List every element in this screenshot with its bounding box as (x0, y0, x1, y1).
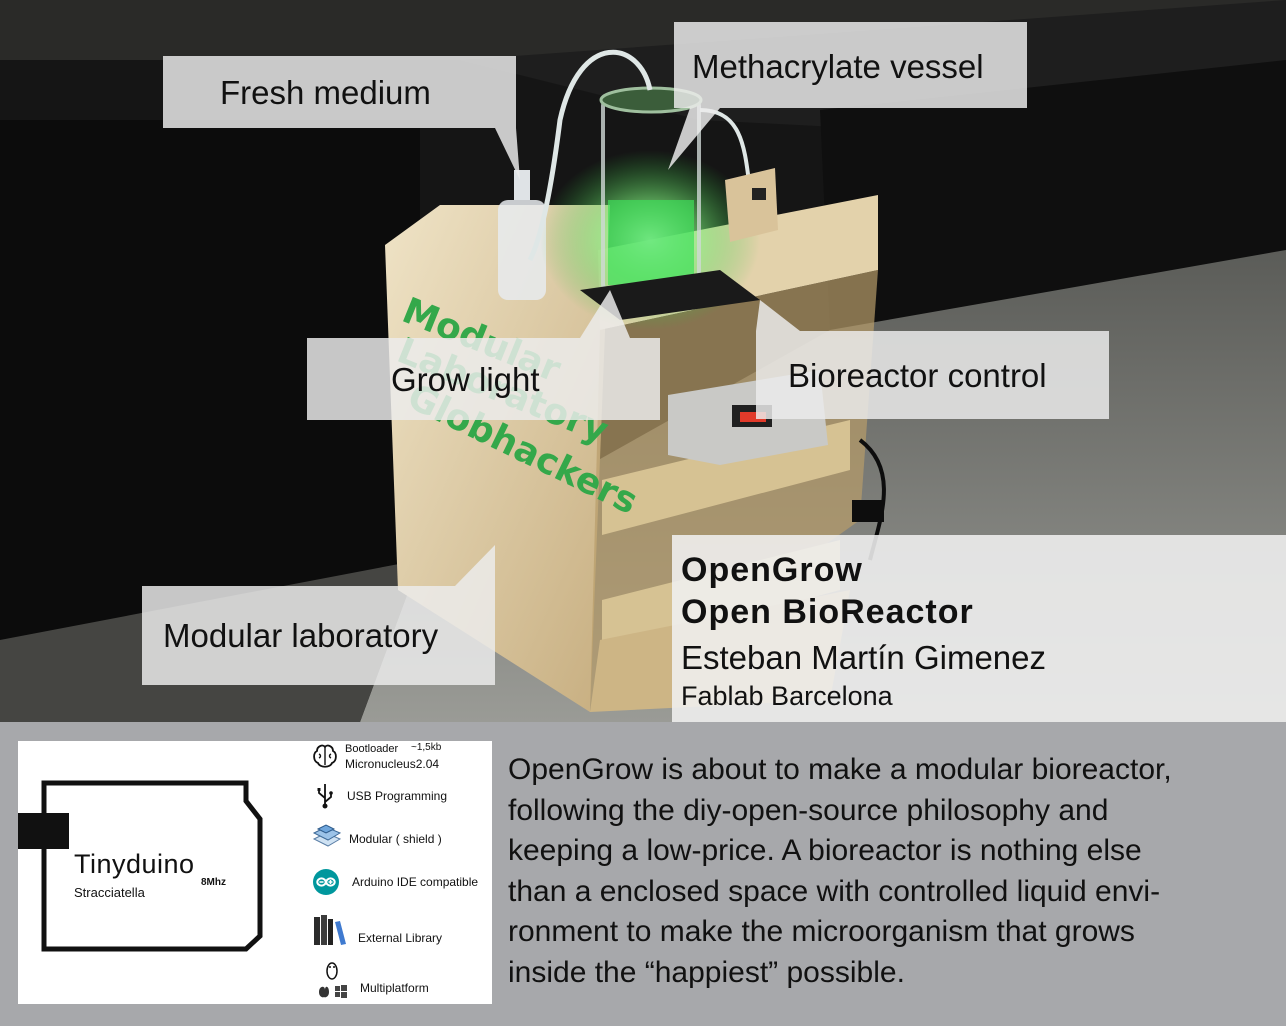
board-variant: Stracciatella (74, 885, 145, 900)
callout-bioreactor-control: Bioreactor control (756, 331, 1109, 419)
stacked-boards-icon (312, 824, 342, 847)
callout-bioreactor-control-label: Bioreactor control (788, 356, 1047, 394)
board-name: Tinyduino (74, 849, 195, 879)
callout-grow-light-label: Grow light (391, 360, 540, 398)
feature-usb-label: USB Programming (347, 789, 448, 803)
description-line: OpenGrow is about to make a modular bior… (508, 753, 1172, 786)
arduino-logo-icon (313, 869, 339, 895)
brain-icon (313, 744, 337, 768)
description-line: inside the “happiest” possible. (508, 955, 905, 989)
feature-modular-label: Modular ( shield ) (349, 832, 442, 846)
feature-library-label: External Library (358, 931, 443, 945)
callout-methacrylate-vessel: Methacrylate vessel (674, 22, 1027, 108)
callout-fresh-medium-label: Fresh medium (220, 73, 431, 111)
usb-icon (317, 784, 333, 809)
description-line: than a enclosed space with controlled li… (508, 874, 1161, 908)
os-logos-icon (319, 962, 347, 998)
project-subtitle: Open BioReactor (681, 593, 974, 631)
feature-bootloader-label: Bootloader (345, 743, 399, 755)
board-outline (18, 780, 263, 952)
description-line: ronment to make the microorganism that g… (508, 915, 1135, 948)
bioreactor-photo: Modular Laboratory Globhackers Fresh med… (0, 0, 1286, 722)
feature-bootloader-size: ~1,5kb (411, 742, 442, 753)
author-name: Esteban Martín Gimenez (681, 639, 1046, 676)
feature-bootloader-version: Micronucleus2.04 (345, 757, 440, 771)
callout-modular-laboratory-label: Modular laboratory (163, 617, 439, 654)
title-block: OpenGrow Open BioReactor Esteban Martín … (672, 535, 1286, 722)
feature-arduino-label: Arduino IDE compatible (352, 875, 479, 889)
callout-fresh-medium: Fresh medium (163, 56, 516, 128)
description-line: keeping a low-price. A bioreactor is not… (508, 834, 1142, 867)
board-info-card: Tinyduino 8Mhz Stracciatella Bootloader … (18, 741, 492, 1004)
callout-methacrylate-vessel-label: Methacrylate vessel (692, 48, 984, 85)
usb-connector-block (18, 813, 69, 849)
books-icon (314, 915, 346, 945)
feature-multiplatform-label: Multiplatform (360, 981, 429, 995)
board-frequency: 8Mhz (201, 877, 226, 888)
project-title: OpenGrow (681, 551, 863, 589)
description-line: following the diy-open-source philosophy… (508, 793, 1109, 827)
lab-name: Fablab Barcelona (681, 681, 893, 711)
callout-modular-laboratory: Modular laboratory (142, 586, 495, 685)
project-description: OpenGrow is about to make a modular bior… (508, 750, 1278, 993)
callout-grow-light: Grow light (307, 338, 660, 420)
